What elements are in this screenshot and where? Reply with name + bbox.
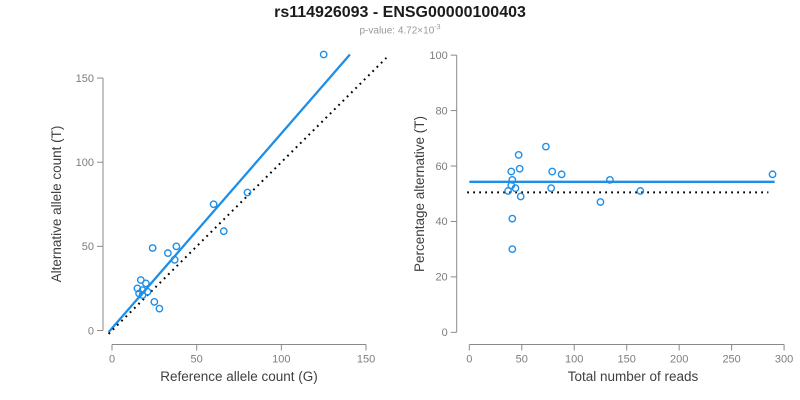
x-tick-label: 50 (516, 354, 528, 366)
x-tick-label: 50 (191, 354, 203, 366)
data-point (511, 184, 520, 193)
x-tick-label: 200 (670, 354, 688, 366)
data-point (548, 167, 557, 176)
y-tick-label: 0 (442, 327, 448, 339)
right-y-axis-label: Percentage alternative (T) (412, 116, 427, 272)
pvalue-prefix: p-value: (359, 25, 398, 37)
percentage-vs-reads-scatter: 0 20 40 60 80 100 0 50 100 150 200 250 300 (429, 50, 793, 366)
data-point (141, 279, 150, 288)
data-point (133, 284, 142, 293)
data-point (508, 214, 517, 223)
data-point (163, 249, 172, 257)
x-tick-label: 300 (775, 354, 793, 366)
data-point (504, 187, 513, 195)
data-point (172, 242, 181, 251)
y-tick-label: 40 (435, 216, 447, 228)
y-tick-label: 100 (429, 50, 447, 62)
y-tick-label: 0 (88, 325, 94, 337)
y-tick-label: 50 (82, 241, 94, 253)
pvalue-exponent: -3 (434, 24, 441, 31)
data-point (170, 255, 179, 264)
data-point (243, 188, 252, 197)
data-point (516, 192, 525, 201)
data-point (768, 170, 777, 179)
data-point (209, 200, 218, 209)
x-tick-label: 150 (357, 354, 375, 366)
x-tick-label: 100 (272, 354, 290, 366)
data-point (514, 151, 523, 159)
data-point (557, 170, 566, 179)
y-tick-label: 150 (76, 73, 94, 85)
left-x-axis-label: Reference allele count (G) (160, 369, 318, 384)
data-point (508, 245, 517, 254)
data-point (219, 227, 228, 236)
x-tick-label: 100 (565, 354, 583, 366)
data-point (508, 175, 517, 184)
data-point (143, 287, 152, 296)
data-point (155, 304, 164, 313)
x-tick-label: 0 (466, 354, 472, 366)
right-x-axis-label: Total number of reads (568, 369, 699, 384)
data-point (319, 50, 328, 59)
figure-title: rs114926093 - ENSG00000100403 (274, 4, 526, 21)
y-tick-label: 80 (435, 105, 447, 117)
y-tick-label: 60 (435, 161, 447, 173)
y-tick-label: 20 (435, 272, 447, 284)
x-tick-label: 150 (618, 354, 636, 366)
data-point (596, 198, 605, 206)
figure-subtitle: p-value: 4.72×10-3 (0, 24, 800, 36)
left-y-axis-label: Alternative allele count (T) (49, 126, 64, 283)
data-point (541, 142, 550, 151)
data-point (606, 175, 614, 184)
x-tick-label: 0 (109, 354, 115, 366)
y-tick-label: 100 (76, 157, 94, 169)
allele-counts-scatter: 0 50 100 150 0 50 100 150 (76, 50, 388, 366)
x-tick-label: 250 (722, 354, 740, 366)
data-point (507, 167, 516, 176)
data-point (148, 244, 157, 252)
data-point (515, 164, 524, 173)
data-point (547, 184, 556, 193)
data-point (150, 297, 159, 306)
pvalue-base: 4.72×10 (397, 25, 435, 37)
data-point (636, 187, 645, 195)
